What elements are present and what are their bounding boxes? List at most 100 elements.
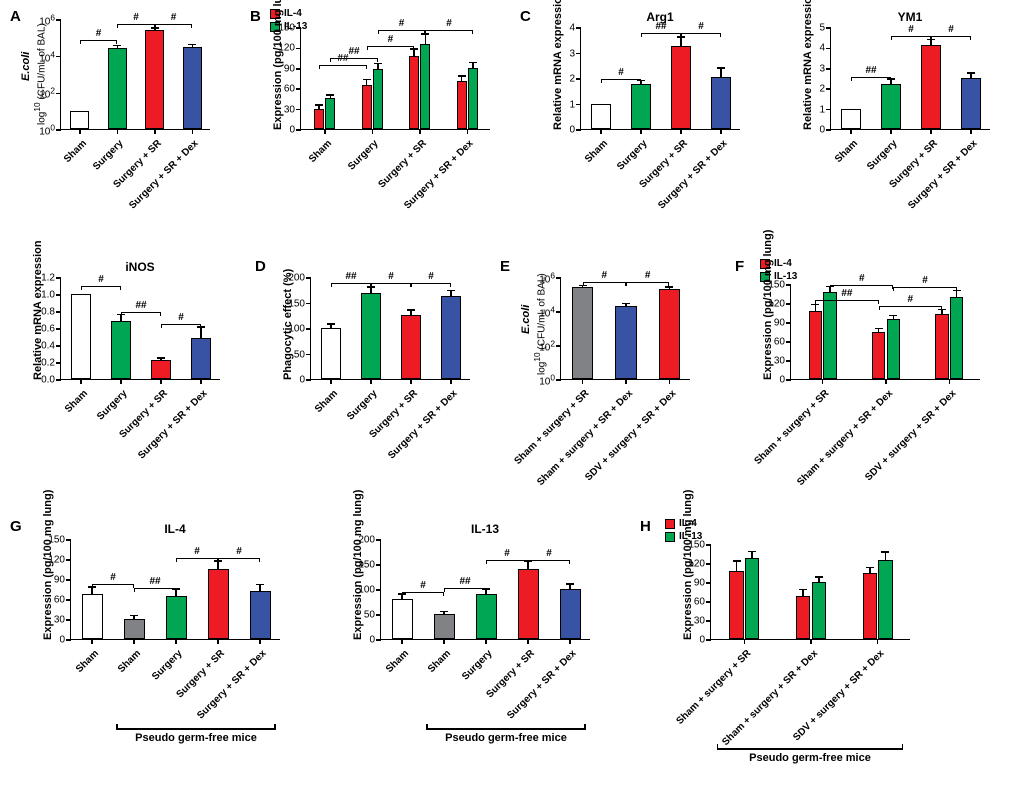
x-tick xyxy=(443,639,445,644)
element xyxy=(485,588,486,592)
element: IL-4 xyxy=(284,8,302,19)
tick-label-y: 120 xyxy=(48,555,71,566)
err-cap xyxy=(717,67,725,69)
plot-area: 0306090120150##### xyxy=(790,285,980,380)
element xyxy=(528,560,529,564)
err xyxy=(885,552,887,560)
sig-mark: # xyxy=(428,271,434,282)
tick-label-y: 102 xyxy=(539,338,561,353)
sig-line xyxy=(879,306,942,307)
bar xyxy=(591,104,611,130)
err xyxy=(751,552,753,558)
element xyxy=(121,312,122,316)
element: 2 xyxy=(50,86,55,96)
sig-line xyxy=(830,285,893,286)
element xyxy=(583,282,584,286)
sig-line xyxy=(815,300,878,301)
tick-label-y: 4 xyxy=(819,43,831,54)
bar xyxy=(361,293,381,379)
tick-label-y: 200 xyxy=(288,273,311,284)
x-tick xyxy=(79,129,81,134)
sig-mark: # xyxy=(446,18,452,29)
err xyxy=(680,37,682,46)
tick-label-y: 150 xyxy=(48,535,71,546)
y-label: log10 (CFU/mL of BAL) xyxy=(532,273,547,375)
sig-mark: ## xyxy=(135,300,146,311)
plot-area: 100102104106### xyxy=(60,20,210,130)
bar xyxy=(108,48,127,129)
err-cap xyxy=(469,62,477,64)
element: 2 xyxy=(550,338,555,348)
x-tick xyxy=(419,129,421,134)
err xyxy=(815,304,817,310)
chart-B: Expression (pg/100 mg lung)0306090120150… xyxy=(300,28,490,230)
sig-line xyxy=(411,283,451,284)
bar xyxy=(476,594,497,639)
err-cap xyxy=(440,611,448,613)
x-tick xyxy=(450,379,452,384)
err xyxy=(802,590,804,596)
sig-mark: # xyxy=(388,271,394,282)
element xyxy=(970,36,971,40)
sig-line xyxy=(893,287,956,288)
bar xyxy=(124,619,145,639)
element xyxy=(830,285,831,289)
sig-line xyxy=(80,40,118,41)
panel-label-B: B xyxy=(250,8,261,25)
bar xyxy=(887,319,900,379)
err-cap xyxy=(875,328,883,330)
sig-mark: # xyxy=(388,34,394,45)
panel-label-E: E xyxy=(500,258,510,275)
element xyxy=(486,560,487,564)
tick-label-y: 0 xyxy=(819,125,831,136)
tick-label-y: 0.2 xyxy=(41,358,61,369)
chart-G-IL4: IL-4Expression (pg/100 mg lung)030609012… xyxy=(70,540,280,740)
group-line xyxy=(116,728,276,730)
x-tick xyxy=(600,129,602,134)
bar xyxy=(863,573,877,640)
x-tick xyxy=(467,129,469,134)
element xyxy=(402,592,403,596)
tick-label-y: 60 xyxy=(54,595,71,606)
element xyxy=(377,58,378,62)
tick-label-y: 0 xyxy=(569,125,581,136)
x-tick xyxy=(200,379,202,384)
sig-line xyxy=(218,558,260,559)
x-category-label: Sham xyxy=(63,388,90,415)
bar xyxy=(823,292,836,379)
err xyxy=(366,79,368,84)
err xyxy=(259,584,261,591)
err-cap xyxy=(622,303,630,305)
bar xyxy=(809,311,822,379)
bar xyxy=(420,44,430,129)
err-cap xyxy=(188,44,196,46)
x-tick xyxy=(669,379,671,384)
element xyxy=(681,33,682,37)
plot-area: 050100150200#### xyxy=(310,278,470,380)
tick-label-y: 0 xyxy=(299,375,311,386)
x-tick xyxy=(680,129,682,134)
sig-line xyxy=(681,33,721,34)
x-tick xyxy=(80,379,82,384)
bar xyxy=(250,591,271,639)
bar xyxy=(841,109,861,129)
x-category-label: Surgery + SR + Dex xyxy=(906,138,979,211)
chart-title: IL-4 xyxy=(70,522,280,536)
plot-area: 100102104106## xyxy=(560,278,690,380)
tick-label-y: 4 xyxy=(569,23,581,34)
bar xyxy=(711,77,731,129)
err xyxy=(736,561,738,571)
err xyxy=(461,76,463,81)
err xyxy=(91,587,93,594)
err-cap xyxy=(315,104,323,106)
sig-line xyxy=(367,46,415,47)
sig-line xyxy=(486,560,528,561)
tick-label-y: 150 xyxy=(278,23,301,34)
tick-label-y: 90 xyxy=(284,63,301,74)
err-cap xyxy=(953,290,961,292)
sig-mark: # xyxy=(133,12,139,23)
element xyxy=(717,744,719,748)
err-cap xyxy=(407,309,415,311)
chart-F: Expression (pg/100 mg lung)0306090120150… xyxy=(790,285,980,480)
tick-label-y: 150 xyxy=(688,540,711,551)
